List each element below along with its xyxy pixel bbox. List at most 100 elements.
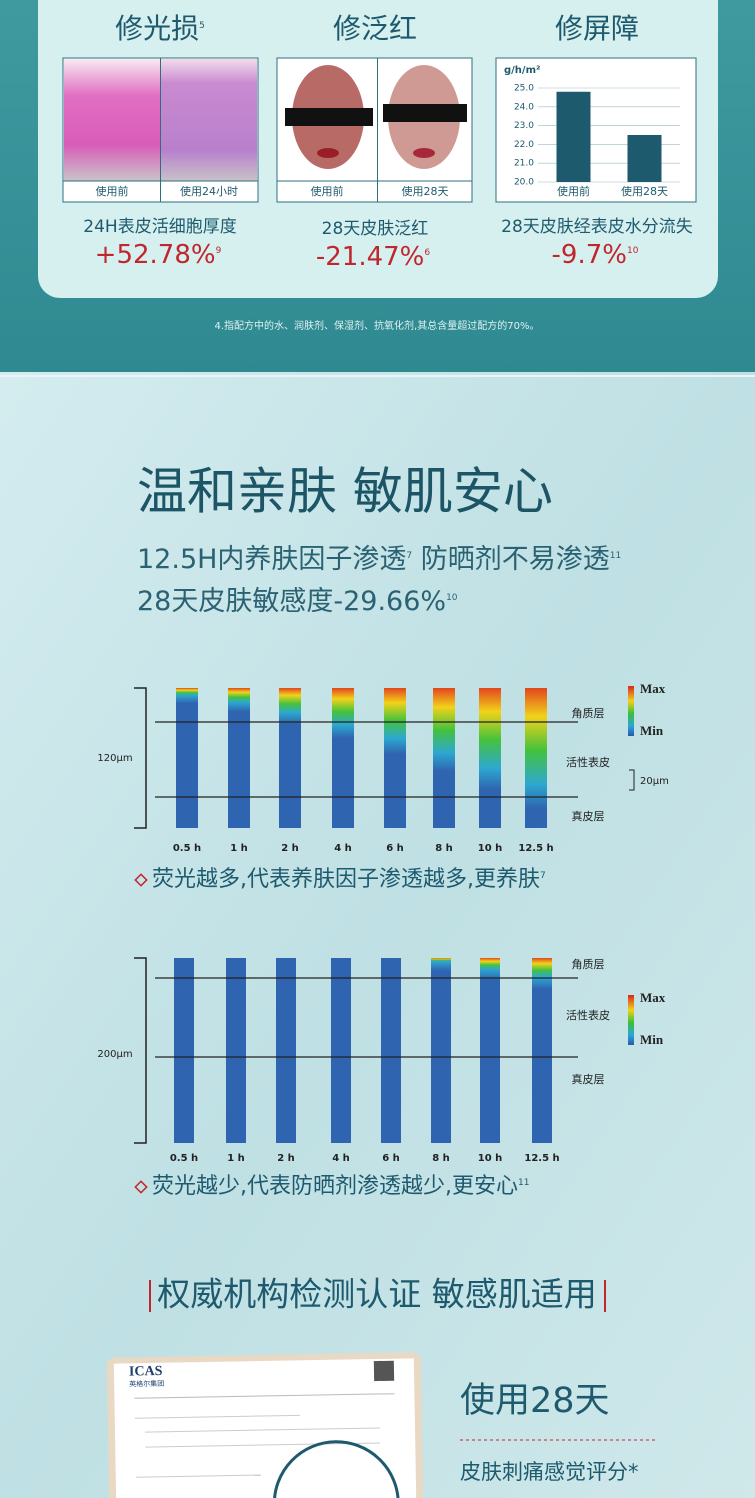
score-label: 皮肤刺痛感觉评分* <box>460 1460 639 1484</box>
bullet <box>134 873 148 887</box>
depth-label: 120μm <box>97 753 132 764</box>
fluorescence-column <box>431 958 451 1143</box>
y-tick-label: 20.0 <box>514 178 534 188</box>
time-label: 2 h <box>277 1153 295 1164</box>
qr-code <box>373 1360 395 1382</box>
fluorescence-column <box>331 958 351 1143</box>
panel-frame <box>495 57 697 203</box>
y-axis-label: g/h/m² <box>504 65 540 76</box>
time-label: 4 h <box>332 1153 350 1164</box>
result-value: -9.7%10 <box>552 240 639 270</box>
caption: 荧光越少,代表防晒剂渗透越少,更安心11 <box>152 1174 529 1199</box>
time-label: 1 h <box>227 1153 245 1164</box>
image-label: 使用前 <box>96 184 129 198</box>
color-scale <box>628 995 634 1045</box>
fluorescence-column <box>525 688 547 828</box>
fluorescence-column <box>381 958 401 1143</box>
caption-text: 荧光越少,代表防晒剂渗透越少,更安心 <box>152 1174 518 1199</box>
use-days: 使用28天 <box>460 1381 610 1421</box>
histology-before <box>64 59 160 181</box>
depth-bracket <box>134 687 147 829</box>
bullet <box>134 1180 148 1194</box>
time-label: 6 h <box>382 1153 400 1164</box>
depth-label: 200μm <box>97 1049 132 1060</box>
eye-bar <box>285 108 373 126</box>
lower-background <box>0 372 755 1498</box>
caption-text: 荧光越多,代表养肤因子渗透越多,更养肤 <box>152 867 540 892</box>
fluorescence-column <box>480 958 500 1143</box>
color-scale <box>628 686 634 736</box>
panel-title: 修光损5 <box>115 12 205 45</box>
fluorescence-column <box>276 958 296 1143</box>
x-tick-label: 使用28天 <box>621 185 668 198</box>
caption: 28天皮肤经表皮水分流失 <box>501 217 693 237</box>
text-line <box>145 1427 380 1433</box>
image-label: 使用24小时 <box>180 185 238 198</box>
section-heading: 温和亲肤 敏肌安心 <box>137 463 553 521</box>
certificate: ICAS 英格尔集团 <box>106 1352 424 1498</box>
time-label: 0.5 h <box>170 1153 198 1164</box>
y-tick-label: 23.0 <box>514 121 534 131</box>
time-label: 2 h <box>281 843 299 854</box>
time-label: 8 h <box>432 1153 450 1164</box>
y-tick-label: 22.0 <box>514 140 534 150</box>
y-tick-label: 25.0 <box>514 84 534 94</box>
text-line <box>145 1442 381 1448</box>
fluorescence-column <box>384 688 406 828</box>
panel-title: 修泛红 <box>333 12 417 45</box>
footnote: 4.指配方中的水、润肤剂、保湿剂、抗氧化剂,其总含量超过配方的70%。 <box>215 319 540 332</box>
time-label: 4 h <box>334 843 352 854</box>
fluorescence-column <box>226 958 246 1143</box>
time-label: 1 h <box>230 843 248 854</box>
layer-label: 活性表皮 <box>566 1008 610 1022</box>
time-label: 6 h <box>386 843 404 854</box>
subheading: 12.5H内养肤因子渗透7 防晒剂不易渗透11 <box>137 544 621 575</box>
bar <box>627 135 662 182</box>
footnote-ref: 7 <box>540 871 546 881</box>
image-label: 使用28天 <box>402 185 449 198</box>
layer-label: 活性表皮 <box>566 755 610 769</box>
section-heading: 权威机构检测认证 敏感肌适用 <box>157 1275 597 1314</box>
fluorescence-column <box>479 688 501 828</box>
caption: 28天皮肤泛红 <box>322 219 429 239</box>
stamp-ring <box>272 1440 400 1498</box>
time-label: 10 h <box>478 1153 503 1164</box>
legend-max: Max <box>640 681 666 696</box>
legend-max: Max <box>640 990 666 1005</box>
fluorescence-column <box>176 688 198 828</box>
layer-label: 真皮层 <box>572 809 605 823</box>
layer-label: 角质层 <box>572 707 605 720</box>
lips <box>317 148 339 158</box>
layer-label: 角质层 <box>572 958 605 971</box>
fluorescence-column <box>228 688 250 828</box>
x-tick-label: 使用前 <box>557 184 590 198</box>
fluorescence-column <box>433 688 455 828</box>
result-value: -21.47%6 <box>316 242 431 272</box>
eye-bar <box>383 104 467 122</box>
text-line <box>134 1414 300 1419</box>
time-label: 8 h <box>435 843 453 854</box>
footnote-ref: 11 <box>518 1178 529 1188</box>
panel-title: 修屏障 <box>555 12 639 45</box>
image-label: 使用前 <box>311 184 344 198</box>
text-line <box>135 1474 261 1478</box>
depth-bracket <box>134 957 147 1144</box>
y-tick-label: 24.0 <box>514 102 534 112</box>
certificate-logo: ICAS <box>129 1364 163 1380</box>
scale-label: 20μm <box>640 776 669 787</box>
text-line <box>134 1393 395 1399</box>
histology-after <box>161 59 257 181</box>
time-label: 12.5 h <box>524 1153 559 1164</box>
bar <box>556 91 591 182</box>
time-label: 12.5 h <box>518 843 553 854</box>
time-label: 10 h <box>478 843 503 854</box>
layer-label: 真皮层 <box>572 1072 605 1086</box>
caption: 24H表皮活细胞厚度 <box>83 217 236 237</box>
fluorescence-column <box>174 958 194 1143</box>
fluorescence-column <box>532 958 552 1143</box>
legend-min: Min <box>640 1032 664 1047</box>
scale-bracket <box>629 769 635 791</box>
caption: 荧光越多,代表养肤因子渗透越多,更养肤7 <box>152 867 546 892</box>
